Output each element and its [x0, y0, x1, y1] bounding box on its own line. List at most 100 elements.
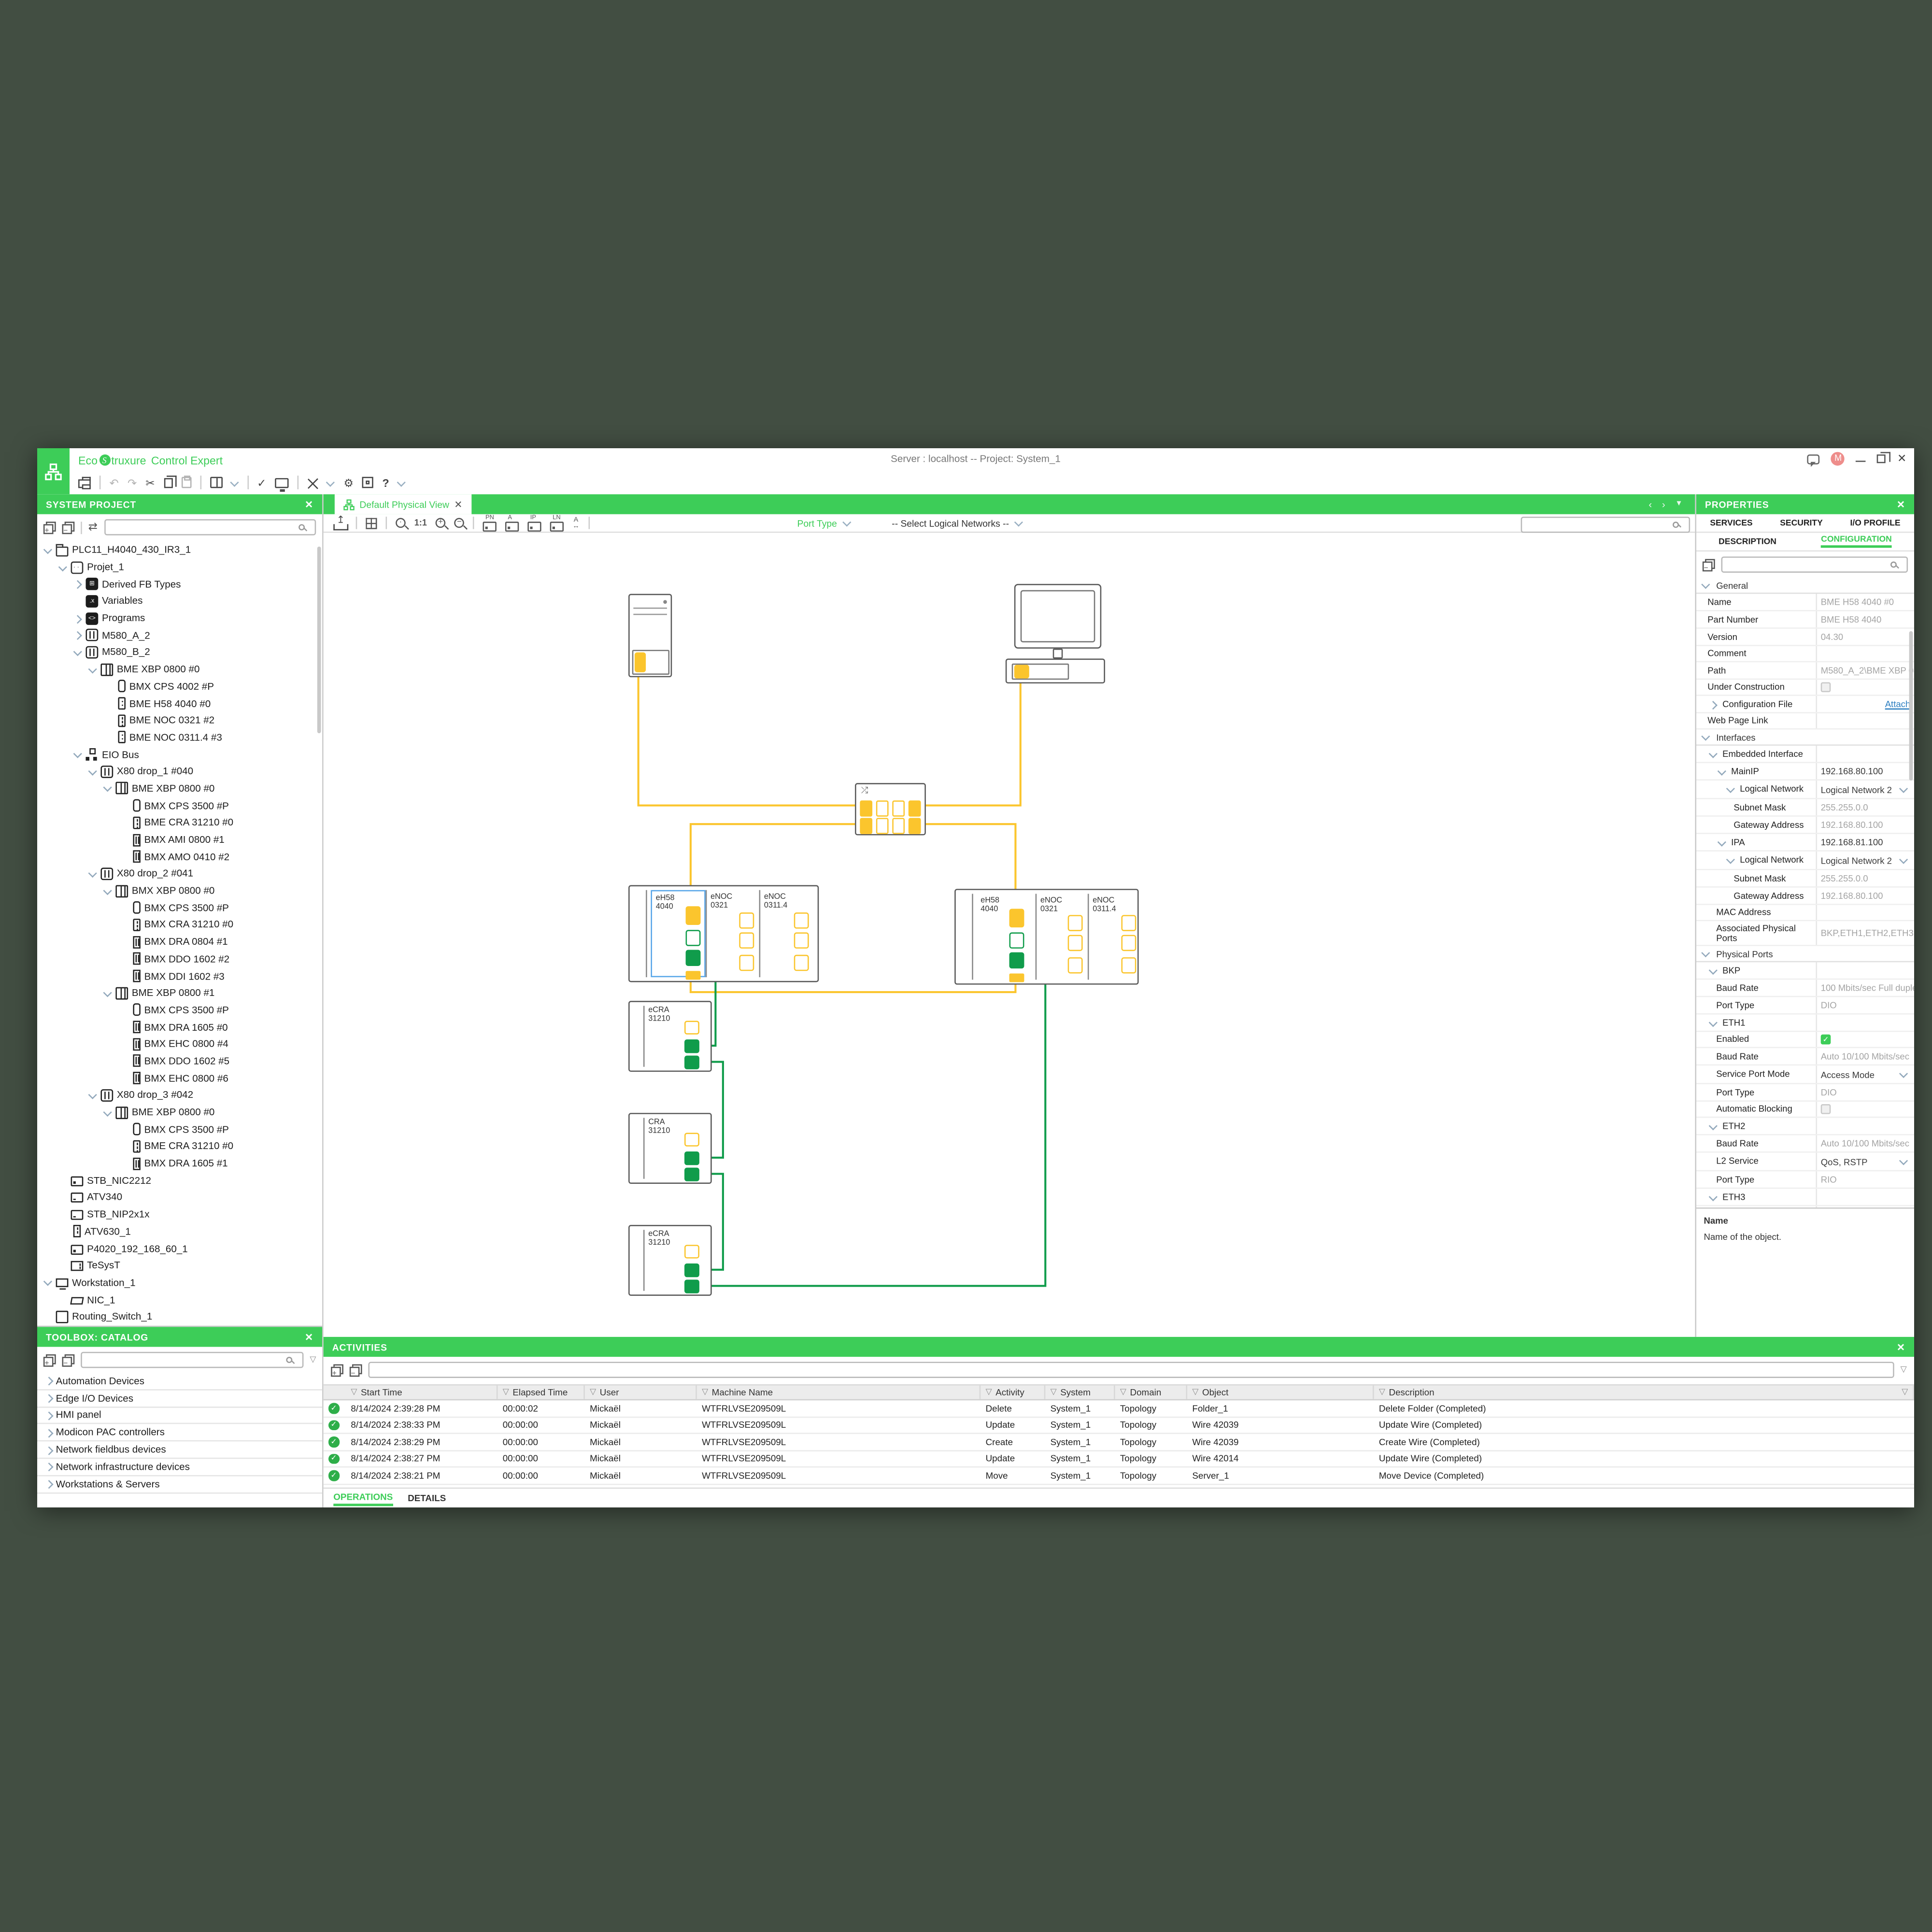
diagnostics-monitor-icon[interactable] [275, 477, 289, 490]
port-yellow-outline[interactable] [1121, 935, 1136, 952]
workstation-base[interactable] [1005, 658, 1105, 684]
tree-item[interactable]: BMX CPS 3500 #P [37, 1121, 316, 1137]
port-green[interactable] [684, 1151, 699, 1165]
chevron-down-icon[interactable] [398, 479, 405, 486]
switch-port[interactable] [860, 800, 873, 817]
tab-security[interactable]: SECURITY [1780, 518, 1823, 527]
tree-item[interactable]: BME NOC 0321 #2 [37, 712, 316, 729]
chevron-right-icon[interactable] [1707, 698, 1720, 710]
chevron-down-icon[interactable] [231, 479, 238, 486]
chevron-down-icon[interactable] [102, 782, 114, 795]
port-green[interactable] [684, 1279, 699, 1293]
maximize-button[interactable] [1877, 452, 1890, 463]
activity-row[interactable]: ✓ 8/14/2024 2:38:21 PM 00:00:00 Mickaël WTFR… [323, 1467, 1914, 1485]
tree-item[interactable]: .x Variables [37, 593, 316, 610]
sync-icon[interactable]: ⇄ [88, 520, 98, 533]
collapse-all-icon[interactable]: − [62, 1353, 75, 1367]
close-icon[interactable]: ✕ [304, 498, 314, 510]
port-yellow-outline[interactable] [1067, 915, 1083, 931]
filter-funnel-icon[interactable]: ▽ [1902, 1388, 1908, 1397]
tree-item[interactable]: Workstation_1 [37, 1274, 316, 1291]
switch-port[interactable] [892, 800, 905, 817]
drop-cra-2[interactable]: CRA 31210 [628, 1113, 712, 1184]
tree-item[interactable]: BME H58 4040 #0 [37, 695, 316, 712]
collapse-all-icon[interactable]: − [62, 521, 75, 535]
port-yellow-outline[interactable] [1121, 957, 1136, 974]
property-value[interactable]: QoS, RSTP [1816, 1152, 1914, 1170]
tree-item[interactable]: <> Programs [37, 610, 316, 626]
chevron-down-icon[interactable] [102, 884, 114, 897]
port-yellow[interactable] [685, 906, 701, 925]
switch-port[interactable] [876, 800, 889, 817]
collapse-all-icon[interactable]: − [349, 1364, 362, 1378]
chevron-down-icon[interactable] [72, 748, 85, 761]
module-enoc-0311-4[interactable]: eNOC 0311.4 [1087, 894, 1137, 980]
filter-funnel-icon[interactable]: ▽ [310, 1355, 316, 1364]
tree-item[interactable]: BMX DDO 1602 #5 [37, 1052, 316, 1069]
tree-item[interactable]: BMX XBP 0800 #0 [37, 882, 316, 899]
tab-details[interactable]: DETAILS [408, 1492, 446, 1504]
routing-switch-node[interactable]: ⤮ [855, 783, 926, 836]
tree-item[interactable]: BMX EHC 0800 #4 [37, 1036, 316, 1052]
copy-icon[interactable] [163, 475, 177, 488]
module-enoc-0311-4[interactable]: eNOC 0311.4 [759, 890, 815, 978]
port-yellow-outline[interactable] [684, 1245, 699, 1259]
tree-item[interactable]: PLC11_H4040_430_IR3_1 [37, 541, 316, 558]
switch-port[interactable] [908, 818, 921, 834]
export-icon[interactable] [333, 513, 349, 530]
chevron-down-icon[interactable] [87, 766, 99, 778]
tab-description[interactable]: DESCRIPTION [1719, 537, 1776, 546]
tree-item[interactable]: BME XBP 0800 #0 [37, 1104, 316, 1121]
tree-item[interactable]: P4020_192_168_60_1 [37, 1240, 316, 1257]
tree-item[interactable]: EIO Bus [37, 746, 316, 763]
rack-right[interactable]: eH58 4040 eNOC 0321 eNOC 0311.4 [954, 889, 1139, 985]
activity-row[interactable]: ✓ 8/14/2024 2:38:29 PM 00:00:00 Mickaël WTFR… [323, 1434, 1914, 1451]
tree-item[interactable]: ATV340 [37, 1189, 316, 1206]
switch-port[interactable] [876, 818, 889, 834]
chevron-down-icon[interactable] [1898, 854, 1910, 867]
chevron-down-icon[interactable] [57, 561, 70, 573]
property-value[interactable]: Logical Network 2 [1816, 851, 1914, 869]
tree-item[interactable]: BMX DDO 1602 #2 [37, 951, 316, 967]
tree-item[interactable]: BME XBP 0800 #0 [37, 661, 316, 678]
minimize-button[interactable] [1856, 452, 1866, 462]
property-value[interactable]: Logical Network 2 [1816, 781, 1914, 798]
wire-rio-return[interactable] [698, 957, 1047, 1287]
tree-item[interactable]: BMX DDI 1602 #3 [37, 967, 316, 984]
filter-funnel-icon[interactable]: ▽ [351, 1388, 357, 1397]
chevron-right-icon[interactable] [72, 578, 85, 591]
wire-label-icon[interactable]: A ↔ [572, 516, 580, 531]
chevron-right-icon[interactable] [43, 1375, 56, 1387]
toolbox-search-input[interactable] [81, 1351, 304, 1368]
activity-row[interactable]: ✓ 8/14/2024 2:38:33 PM 00:00:00 Mickaël WTFR… [323, 1417, 1914, 1434]
activity-row[interactable]: ✓ 8/14/2024 2:38:27 PM 00:00:00 Mickaël WTFR… [323, 1451, 1914, 1468]
expand-all-icon[interactable]: + [43, 521, 56, 535]
chevron-down-icon[interactable] [87, 1089, 99, 1102]
fullscreen-icon[interactable] [362, 477, 374, 488]
switch-port[interactable] [908, 800, 921, 817]
server-node[interactable] [628, 594, 672, 678]
column-header[interactable]: ▽ Machine Name [697, 1385, 981, 1399]
filter-funnel-icon[interactable]: ▽ [502, 1388, 509, 1397]
chevron-down-icon[interactable] [102, 1106, 114, 1119]
chevron-down-icon[interactable] [1725, 783, 1737, 796]
tree-item[interactable]: BME CRA 31210 #0 [37, 1138, 316, 1155]
zoom-1-1-button[interactable]: 1:1 [414, 518, 427, 527]
close-icon[interactable]: ✕ [304, 1331, 314, 1343]
port-yellow-tab[interactable] [685, 971, 701, 980]
expand-all-icon[interactable]: + [331, 1364, 343, 1378]
tree-item[interactable]: BMX CPS 3500 #P [37, 1002, 316, 1019]
tree-item[interactable]: M580_B_2 [37, 644, 316, 661]
tools-icon[interactable] [308, 477, 319, 488]
port-green-outline[interactable] [1009, 932, 1024, 949]
chevron-down-icon[interactable] [1898, 1068, 1910, 1080]
activities-filter-input[interactable] [368, 1362, 1894, 1378]
drop-ecra-1[interactable]: eCRA 31210 [628, 1001, 712, 1072]
tree-item[interactable]: X80 drop_3 #042 [37, 1087, 316, 1104]
checkbox-checked[interactable]: ✓ [1820, 1034, 1831, 1045]
column-header[interactable]: ▽ User [585, 1385, 697, 1399]
wire-workstation-switch[interactable] [925, 681, 1022, 807]
expand-all-icon[interactable]: + [43, 1353, 56, 1367]
tree-item[interactable]: BMX DRA 1605 #0 [37, 1019, 316, 1036]
chevron-down-icon[interactable] [87, 663, 99, 676]
